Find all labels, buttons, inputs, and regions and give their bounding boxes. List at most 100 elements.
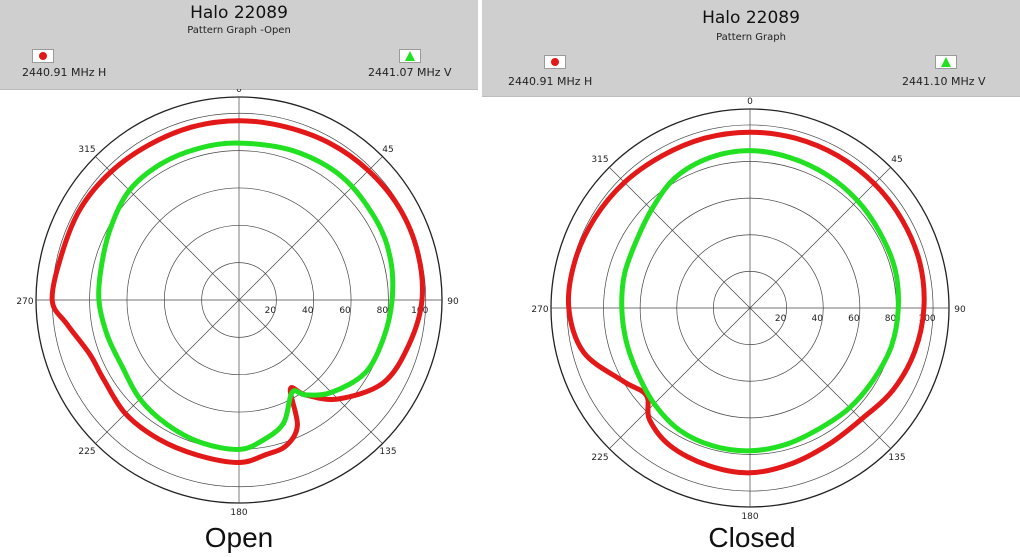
data-point [236, 140, 242, 145]
data-point [284, 443, 289, 448]
angle-label: 225 [78, 447, 95, 457]
data-point [871, 376, 876, 382]
data-point [388, 256, 393, 262]
angle-label: 0 [747, 97, 753, 107]
data-point [651, 401, 657, 406]
data-point [747, 148, 753, 153]
angle-label: 90 [954, 305, 966, 315]
data-point [195, 452, 200, 458]
data-point [705, 463, 711, 468]
data-point [327, 140, 332, 146]
radial-tick-label: 40 [812, 314, 824, 324]
green-triangle-icon [941, 57, 951, 67]
data-point [784, 441, 789, 446]
data-point [261, 437, 266, 442]
data-point [912, 349, 917, 355]
data-point [826, 442, 831, 447]
data-point [64, 321, 70, 327]
chart-subtitle: Pattern Graph [716, 32, 786, 43]
data-point [900, 217, 905, 223]
data-point [295, 423, 300, 428]
data-point [380, 380, 386, 386]
legend-label-v: 2441.07 MHz V [368, 66, 452, 79]
legend-label-h: 2440.91 MHz H [508, 75, 593, 88]
data-point [747, 130, 753, 135]
data-point [824, 172, 830, 177]
radial-tick-label: 80 [885, 314, 897, 324]
data-point [156, 436, 161, 442]
data-point [264, 452, 269, 457]
angle-label: 180 [741, 512, 758, 520]
data-point [892, 266, 898, 271]
data-point [921, 305, 927, 311]
data-point [147, 142, 152, 147]
data-point [633, 239, 639, 244]
data-point [659, 153, 665, 158]
data-point [702, 136, 707, 141]
chart-subtitle: Pattern Graph -Open [187, 25, 291, 36]
series-line-1 [619, 148, 901, 454]
data-point [137, 396, 143, 401]
grid-spoke [95, 156, 240, 301]
angle-label: 315 [78, 145, 95, 155]
chart-title: Halo 22089 [702, 8, 800, 28]
radial-tick-label: 20 [775, 314, 787, 324]
data-point [747, 448, 753, 453]
data-point [198, 440, 204, 445]
data-point [236, 118, 242, 123]
chart-title: Halo 22089 [190, 3, 288, 23]
data-point [649, 207, 654, 212]
data-point [78, 206, 83, 211]
angle-label: 45 [382, 145, 393, 155]
data-point [855, 198, 860, 203]
data-point [890, 388, 895, 393]
data-point [859, 417, 864, 422]
green-triangle-icon [405, 51, 415, 61]
data-point [108, 223, 114, 229]
angle-label: 0 [236, 89, 242, 95]
data-point [158, 161, 163, 166]
data-point [329, 389, 334, 395]
data-point [123, 411, 128, 416]
data-point [917, 260, 922, 265]
data-point [622, 180, 627, 185]
data-point [105, 332, 110, 338]
data-point [835, 153, 841, 158]
data-point [647, 417, 652, 422]
radial-tick-label: 60 [848, 314, 860, 324]
data-point [747, 470, 753, 475]
legend-label-h: 2440.91 MHz H [22, 66, 107, 79]
data-point [572, 258, 578, 264]
data-point [889, 343, 894, 348]
chart-caption: Open [204, 522, 274, 553]
data-point [190, 124, 195, 130]
angle-label: 135 [888, 453, 905, 463]
grid-spoke [238, 299, 383, 444]
data-point [362, 370, 368, 375]
data-point [196, 145, 201, 151]
data-point [710, 443, 716, 448]
series-line-1 [96, 140, 396, 452]
data-point [108, 169, 114, 175]
data-point [789, 461, 794, 466]
radial-tick-label: 60 [339, 306, 351, 316]
legend-label-v: 2441.10 MHz V [902, 75, 986, 88]
radial-tick-label: 100 [918, 314, 935, 324]
data-point [895, 305, 901, 310]
grid-spoke [609, 307, 751, 449]
data-point [289, 389, 295, 394]
pattern-panel-open: Halo 22089 Pattern Graph -Open 2440.91 M… [0, 0, 478, 557]
legend-marker-h [32, 49, 54, 63]
data-point [50, 297, 55, 303]
grid-spoke [749, 307, 891, 449]
series-line-0 [565, 129, 927, 476]
data-point [877, 230, 883, 235]
data-point [707, 155, 713, 160]
angle-label: 180 [230, 508, 247, 518]
angle-label: 45 [891, 155, 902, 165]
data-point [787, 155, 793, 160]
data-point [87, 352, 93, 357]
data-point [303, 392, 308, 397]
data-point [281, 420, 287, 425]
data-point [99, 260, 105, 266]
